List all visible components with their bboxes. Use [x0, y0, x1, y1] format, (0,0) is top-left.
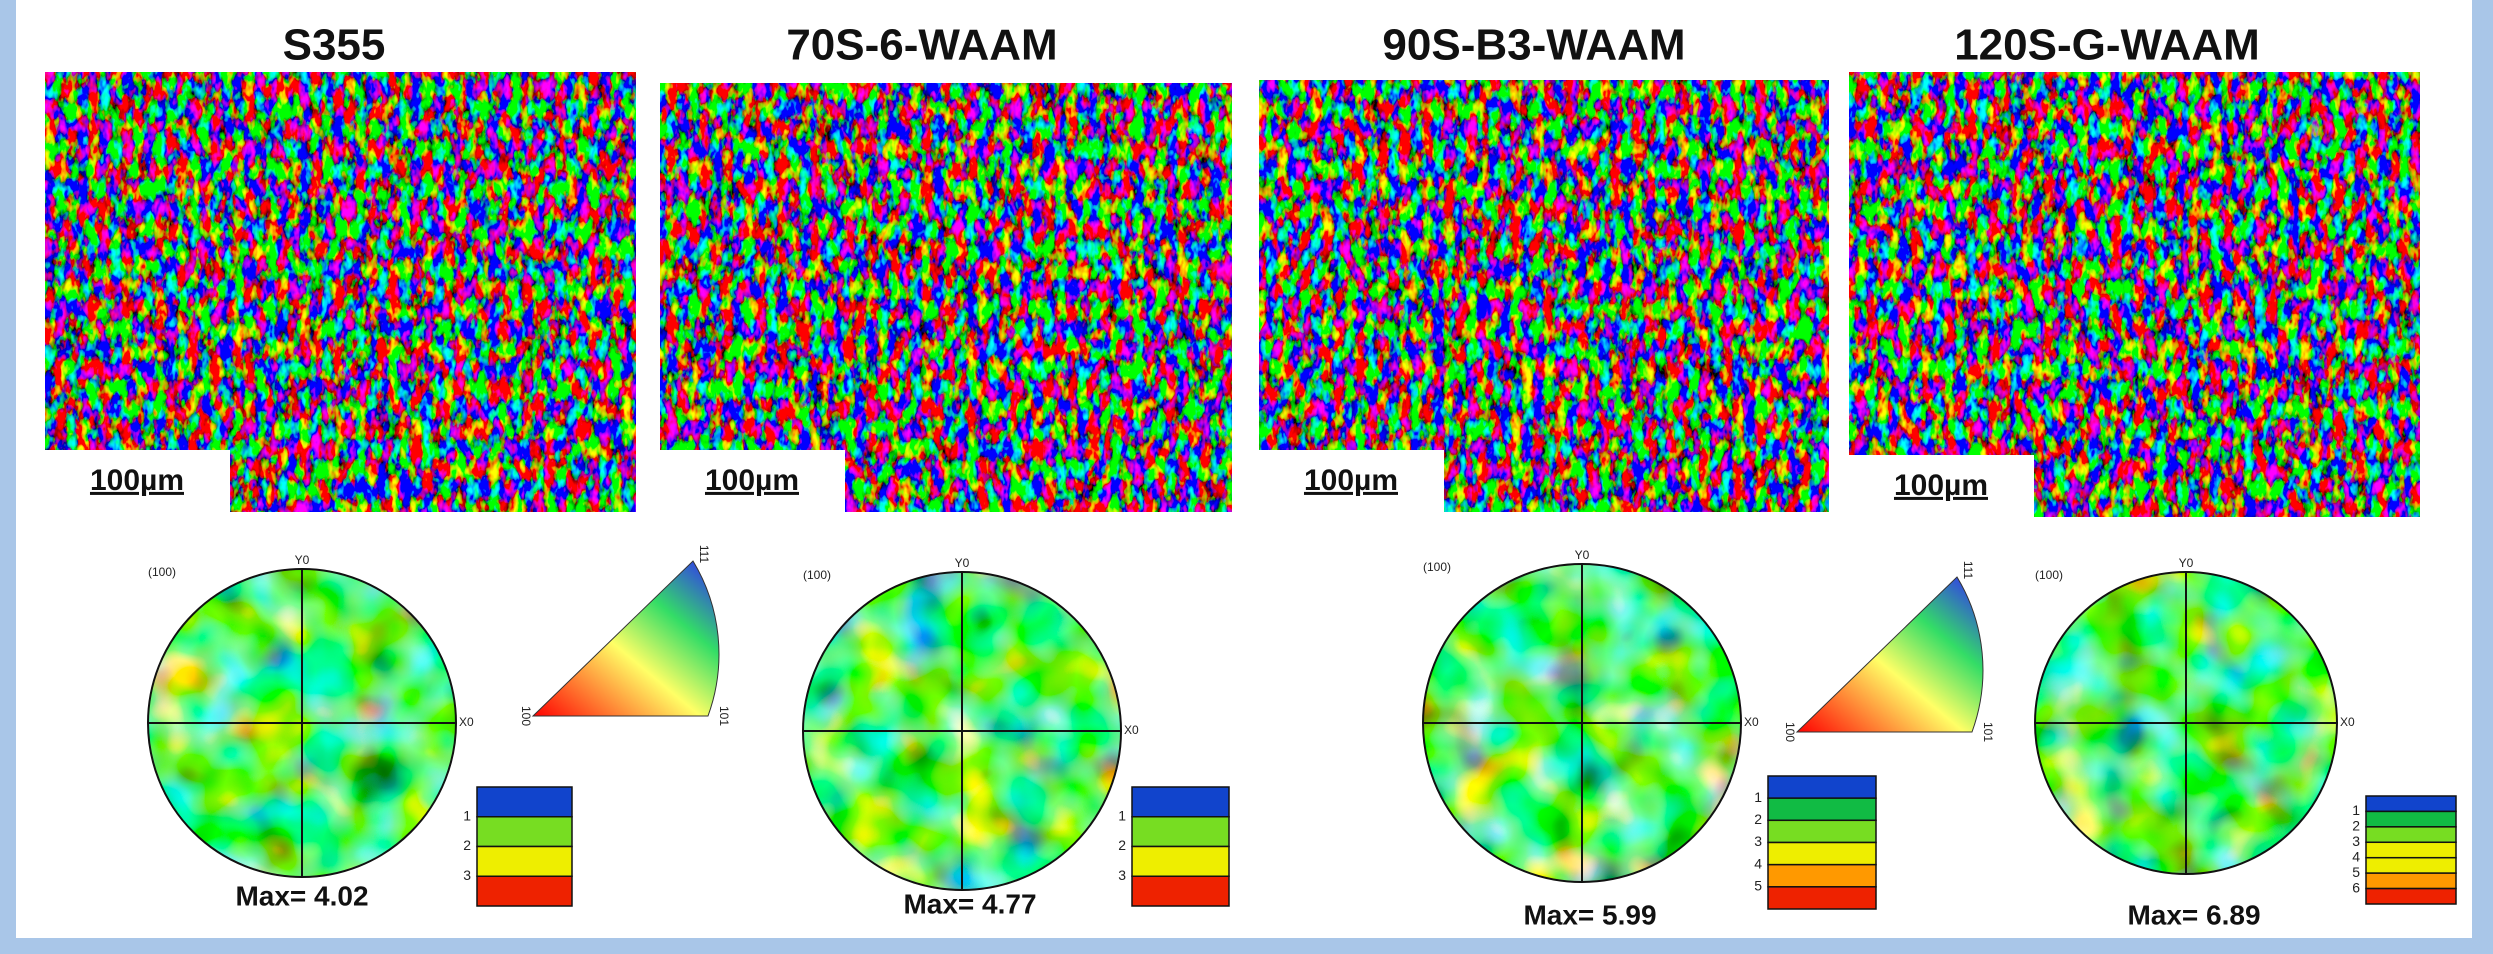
- ipf-corner: 111: [697, 545, 711, 564]
- legend-band: [2366, 811, 2456, 826]
- legend-band: [1768, 843, 1876, 865]
- legend-band: [1132, 876, 1229, 906]
- legend-band: [2366, 889, 2456, 904]
- legend-band: [1132, 817, 1229, 847]
- x-axis-label: X0: [2340, 715, 2355, 729]
- legend-band: [2366, 858, 2456, 873]
- legend-band: [477, 817, 572, 847]
- panel-title: 120S-G-WAAM: [1954, 21, 2260, 70]
- legend-band: [1132, 787, 1229, 817]
- legend-level: 1: [463, 807, 471, 823]
- scale-bar-label: 100µm: [1304, 464, 1398, 497]
- legend-band: [1768, 776, 1876, 798]
- panel-title: 90S-B3-WAAM: [1382, 21, 1685, 70]
- ipf-corner: 100: [1783, 722, 1797, 742]
- max-label: Max= 6.89: [2127, 899, 2260, 930]
- legend-band: [477, 876, 572, 906]
- legend-band: [477, 847, 572, 877]
- legend-level: 3: [463, 867, 471, 883]
- legend-band: [2366, 827, 2456, 842]
- x-axis-label: X0: [1744, 715, 1759, 729]
- legend-band: [1768, 798, 1876, 820]
- legend-level: 4: [1754, 855, 1762, 871]
- scale-bar-label: 100µm: [1894, 469, 1988, 502]
- scale-bar-label: 100µm: [705, 464, 799, 497]
- legend-level: 3: [2352, 833, 2360, 849]
- legend-level: 6: [2352, 879, 2360, 895]
- legend-level: 3: [1754, 833, 1762, 849]
- y-axis-label: Y0: [2179, 556, 2194, 570]
- x-axis-label: X0: [459, 715, 474, 729]
- legend-level: 5: [1754, 878, 1762, 894]
- legend-band: [2366, 873, 2456, 888]
- figure: S355100µm(100)Y0X0Max= 4.021231001111017…: [0, 0, 2493, 954]
- legend-band: [2366, 842, 2456, 857]
- y-axis-label: Y0: [295, 553, 310, 567]
- pole-label: (100): [1423, 560, 1451, 574]
- max-label: Max= 4.02: [235, 880, 368, 911]
- panel-title: 70S-6-WAAM: [786, 21, 1057, 70]
- ebsd-map: [1259, 80, 1829, 512]
- legend-level: 2: [1118, 837, 1126, 853]
- max-label: Max= 5.99: [1523, 899, 1656, 930]
- legend-band: [1768, 820, 1876, 842]
- legend-level: 5: [2352, 864, 2360, 880]
- legend-band: [1768, 887, 1876, 909]
- pole-label: (100): [2035, 568, 2063, 582]
- legend-level: 1: [2352, 802, 2360, 818]
- legend-level: 4: [2352, 848, 2360, 864]
- ipf-corner: 111: [1961, 561, 1975, 580]
- ipf-corner: 101: [717, 706, 731, 726]
- max-label: Max= 4.77: [903, 888, 1036, 919]
- ebsd-map: [660, 83, 1232, 512]
- pole-label: (100): [803, 568, 831, 582]
- legend-band: [2366, 796, 2456, 811]
- panel-title: S355: [283, 21, 386, 70]
- legend-level: 1: [1118, 807, 1126, 823]
- legend-level: 3: [1118, 867, 1126, 883]
- x-axis-label: X0: [1124, 723, 1139, 737]
- ipf-corner: 101: [1981, 722, 1995, 742]
- ebsd-map: [45, 72, 636, 512]
- ebsd-map: [1849, 72, 2420, 517]
- y-axis-label: Y0: [1575, 548, 1590, 562]
- legend-level: 2: [463, 837, 471, 853]
- scale-bar-label: 100µm: [90, 464, 184, 497]
- legend-level: 2: [2352, 818, 2360, 834]
- legend-band: [1768, 865, 1876, 887]
- ipf-corner: 100: [519, 706, 533, 726]
- legend-level: 2: [1754, 811, 1762, 827]
- pole-label: (100): [148, 565, 176, 579]
- legend-band: [1132, 847, 1229, 877]
- legend-band: [477, 787, 572, 817]
- y-axis-label: Y0: [955, 556, 970, 570]
- legend-level: 1: [1754, 789, 1762, 805]
